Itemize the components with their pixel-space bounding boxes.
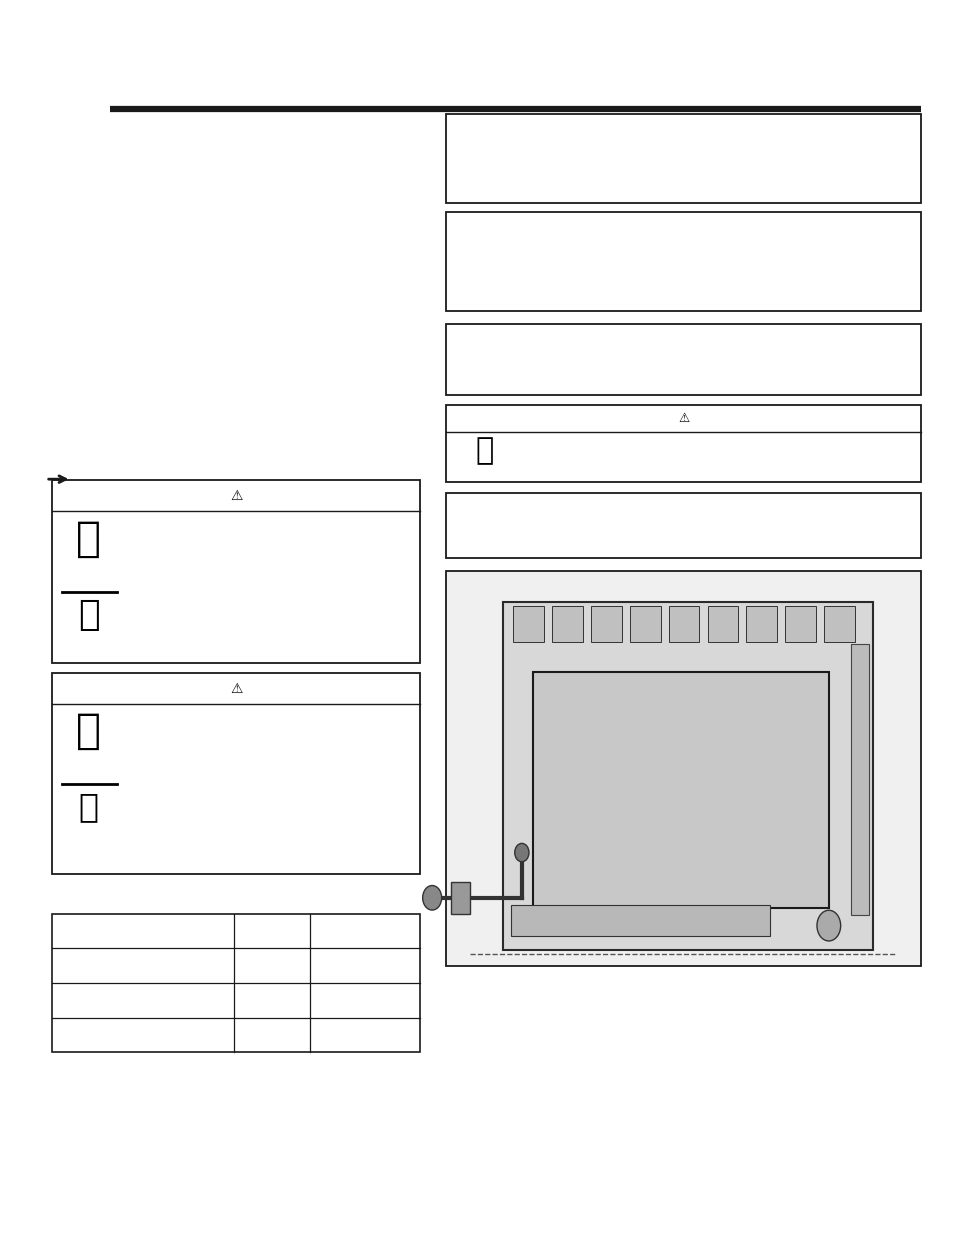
Bar [446, 571, 920, 966]
Bar [745, 606, 777, 642]
Bar [52, 914, 419, 1052]
Bar [629, 606, 659, 642]
Text: 💥: 💥 [79, 790, 98, 824]
Bar [668, 606, 699, 642]
Bar [533, 672, 828, 908]
Circle shape [816, 910, 840, 941]
Text: 💥: 💥 [475, 436, 494, 464]
Circle shape [515, 844, 528, 862]
Text: 💥: 💥 [78, 598, 99, 632]
Bar [446, 493, 920, 558]
Bar [451, 882, 470, 914]
Bar [510, 905, 769, 936]
Bar [551, 606, 582, 642]
Text: ⚠: ⚠ [678, 412, 688, 425]
Bar [503, 603, 872, 950]
Bar [784, 606, 816, 642]
Bar [52, 480, 419, 663]
Text: ⚠: ⚠ [230, 682, 242, 695]
Bar [446, 114, 920, 203]
Bar [590, 606, 621, 642]
Bar [513, 606, 543, 642]
Bar [707, 606, 738, 642]
Text: 🔥: 🔥 [76, 517, 101, 559]
Bar [446, 212, 920, 311]
Text: ⚠: ⚠ [230, 489, 242, 503]
Circle shape [422, 885, 441, 910]
Bar [823, 606, 854, 642]
Text: 🔥: 🔥 [76, 710, 101, 752]
Bar [446, 324, 920, 395]
Bar [446, 405, 920, 482]
Bar [52, 673, 419, 874]
Bar [850, 643, 868, 915]
